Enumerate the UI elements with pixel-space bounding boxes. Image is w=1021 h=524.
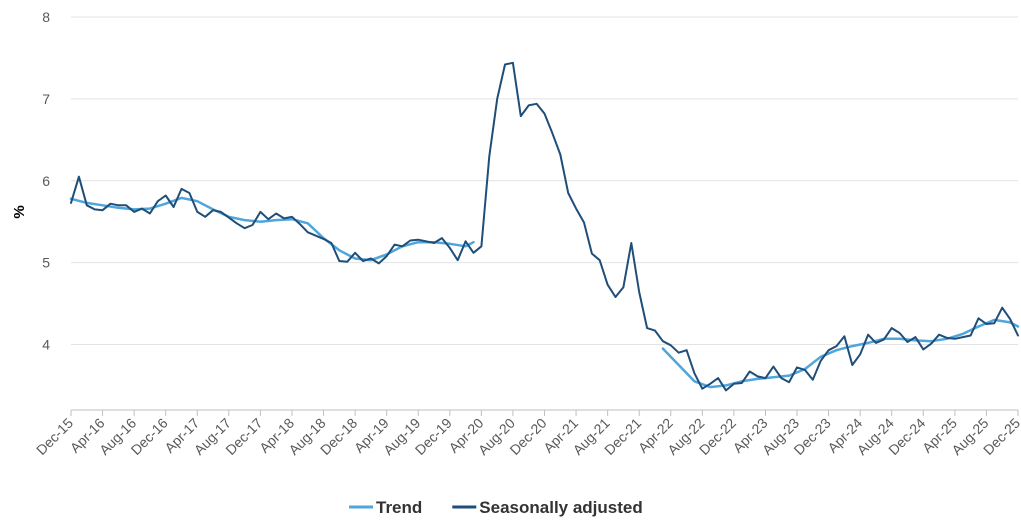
legend-label-0: Trend xyxy=(376,498,422,517)
y-tick-label: 8 xyxy=(42,9,50,25)
y-tick-label: 6 xyxy=(42,173,50,189)
y-axis-tick-labels: 4 5 6 7 8 xyxy=(42,9,50,353)
y-tick-label: 4 xyxy=(42,337,50,353)
y-tick-label: 7 xyxy=(42,91,50,107)
series-lines xyxy=(69,61,1020,392)
x-axis: Dec-15Apr-16Aug-16Dec-16Apr-17Aug-17Dec-… xyxy=(33,409,1021,458)
seasonally-adjusted-series-line-2 xyxy=(70,61,1019,392)
y-axis-label: % xyxy=(11,205,28,218)
trend-series-line-1 xyxy=(661,318,1020,389)
trend-series-line-0 xyxy=(69,196,475,262)
legend-label-1: Seasonally adjusted xyxy=(479,498,642,517)
grid-lines xyxy=(71,16,1018,345)
y-tick-label: 5 xyxy=(42,255,50,271)
x-tick-label: Dec-15 xyxy=(33,415,76,458)
legend: Trend Seasonally adjusted xyxy=(349,498,643,517)
